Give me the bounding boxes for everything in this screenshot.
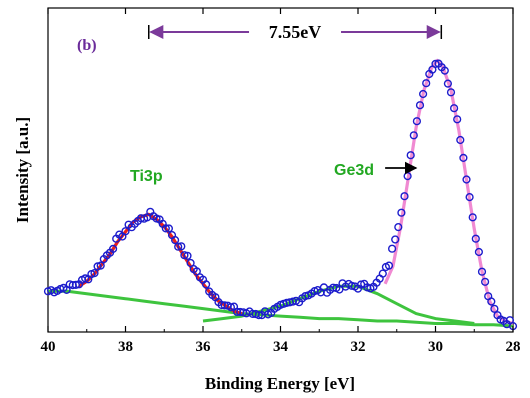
component-curve-1 bbox=[48, 289, 514, 328]
data-point bbox=[462, 175, 471, 184]
data-point bbox=[471, 234, 480, 243]
data-point bbox=[161, 224, 170, 233]
data-point bbox=[397, 208, 406, 217]
data-point bbox=[378, 269, 387, 278]
plot-frame bbox=[47, 7, 514, 333]
data-point bbox=[121, 227, 130, 236]
x-tick-label: 34 bbox=[273, 339, 289, 355]
data-point bbox=[183, 251, 192, 260]
data-markers bbox=[43, 59, 518, 331]
data-point bbox=[456, 135, 465, 145]
data-point bbox=[391, 235, 400, 244]
data-point bbox=[465, 193, 474, 202]
x-tick-label: 38 bbox=[118, 339, 133, 355]
data-point bbox=[180, 251, 189, 260]
separation-label: 7.55eV bbox=[269, 22, 322, 42]
ti3p-label: Ti3p bbox=[130, 168, 163, 185]
data-point bbox=[453, 115, 462, 124]
x-axis-ticks: 40 38 36 34 32 30 28 bbox=[41, 8, 521, 355]
data-point bbox=[474, 247, 484, 257]
x-tick-label: 30 bbox=[428, 339, 443, 355]
data-point bbox=[202, 280, 211, 289]
data-point bbox=[459, 153, 468, 163]
data-point bbox=[415, 101, 425, 110]
data-point bbox=[400, 192, 409, 201]
data-point bbox=[96, 261, 105, 270]
data-point bbox=[108, 244, 118, 254]
data-point bbox=[440, 66, 449, 75]
data-point bbox=[394, 223, 403, 232]
x-tick-label: 40 bbox=[41, 339, 56, 355]
data-point bbox=[226, 303, 236, 312]
data-point bbox=[254, 311, 263, 320]
data-point bbox=[490, 304, 499, 313]
data-point bbox=[431, 59, 440, 69]
data-point bbox=[481, 277, 490, 286]
data-point bbox=[171, 236, 180, 245]
data-point bbox=[450, 104, 459, 113]
data-point bbox=[446, 88, 456, 97]
data-point bbox=[388, 244, 397, 253]
data-point bbox=[186, 258, 195, 268]
data-point bbox=[487, 297, 496, 306]
y-axis-title: Intensity [a.u.] bbox=[13, 117, 32, 223]
ge3d-fit-curve bbox=[383, 58, 514, 326]
data-point bbox=[468, 213, 477, 222]
data-point bbox=[164, 224, 174, 233]
data-point bbox=[174, 242, 183, 251]
data-point bbox=[477, 267, 487, 276]
data-point bbox=[419, 89, 428, 99]
x-tick-label: 36 bbox=[196, 339, 212, 355]
data-point bbox=[422, 79, 431, 88]
data-point bbox=[384, 261, 394, 270]
fit-curves bbox=[78, 58, 514, 326]
data-point bbox=[71, 280, 81, 290]
x-tick-label: 32 bbox=[351, 339, 366, 355]
data-point bbox=[90, 269, 99, 278]
data-point bbox=[409, 131, 418, 140]
data-point bbox=[177, 242, 186, 251]
data-point bbox=[443, 79, 453, 88]
x-tick-label: 28 bbox=[506, 339, 521, 355]
x-axis-title: Binding Energy [eV] bbox=[205, 374, 355, 393]
separation-label-background bbox=[249, 21, 342, 43]
data-point bbox=[406, 151, 415, 160]
data-point bbox=[412, 117, 422, 126]
ge3d-label: Ge3d bbox=[334, 162, 374, 179]
panel-label: (b) bbox=[77, 37, 97, 54]
